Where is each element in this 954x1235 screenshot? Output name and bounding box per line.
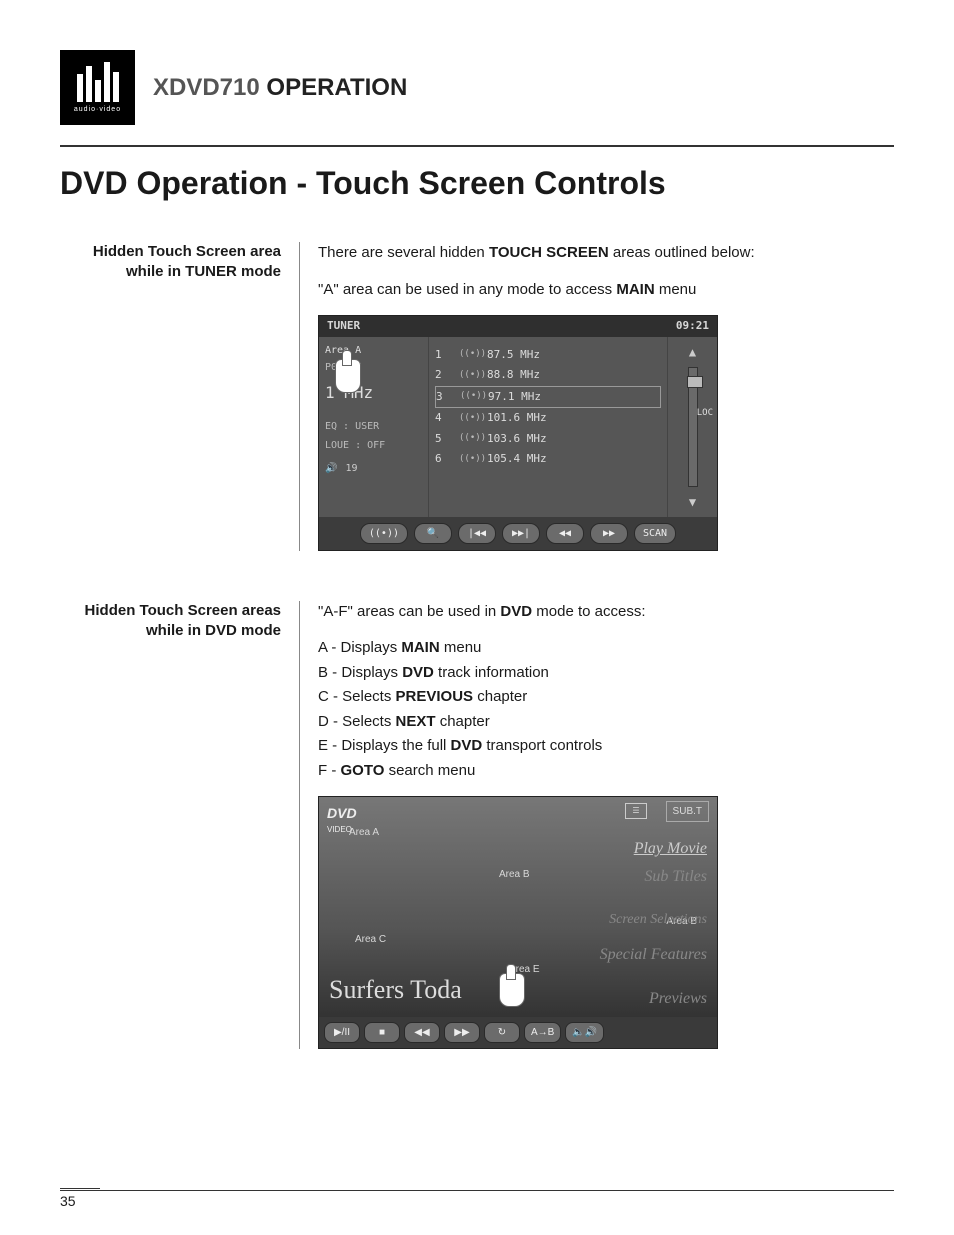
slider-track[interactable] (688, 367, 698, 487)
model-number: XDVD710 (153, 74, 260, 101)
section2-label: Hidden Touch Screen areas while in DVD m… (60, 601, 300, 1050)
section1-left-line2: while in TUNER mode (60, 262, 281, 282)
dvd-body: DVD VIDEO ☰ SUB.T Area A Area B Area B A… (319, 797, 717, 1017)
preset-row[interactable]: 5((•))103.6 MHz (435, 429, 661, 450)
dvd-screenshot: DVD VIDEO ☰ SUB.T Area A Area B Area B A… (318, 796, 718, 1049)
preset-row[interactable]: 4((•))101.6 MHz (435, 408, 661, 429)
menu-play-movie[interactable]: Play Movie (634, 837, 707, 861)
menu-scene-selections[interactable]: Screen Selections (609, 909, 707, 930)
next-track-button[interactable]: ▶▶| (502, 523, 540, 544)
tuner-preset-list: 1((•))87.5 MHz 2((•))88.8 MHz 3((•))97.1… (429, 337, 667, 517)
page-number: 35 (60, 1188, 100, 1209)
dvd-transport-bar: ▶/II ■ ◀◀ ▶▶ ↻ A→B 🔈🔊 (319, 1017, 717, 1048)
prev-track-button[interactable]: |◀◀ (458, 523, 496, 544)
volume-value: 19 (345, 461, 357, 476)
area-a-label: Area A (349, 825, 379, 840)
tuner-left-panel: Area A P03 ST 1 MHz EQ : USER LOUE : OFF… (319, 337, 429, 517)
section2-left-line2: while in DVD mode (60, 621, 281, 641)
tuner-screenshot: TUNER 09:21 Area A P03 ST 1 MHz EQ : USE… (318, 315, 718, 551)
area-def-row: F - GOTO search menu (318, 760, 894, 783)
preset-row[interactable]: 1((•))87.5 MHz (435, 345, 661, 366)
arrow-down-icon[interactable]: ▼ (689, 493, 696, 511)
tuner-topbar: TUNER 09:21 (319, 316, 717, 337)
area-a-label: Area A (325, 343, 422, 358)
menu-special-features[interactable]: Special Features (600, 943, 707, 967)
tuner-clock: 09:21 (676, 318, 709, 335)
brand-logo: audio·video (60, 50, 135, 125)
preset-row[interactable]: 2((•))88.8 MHz (435, 365, 661, 386)
page-title: DVD Operation - Touch Screen Controls (60, 165, 894, 202)
search-button[interactable]: 🔍 (414, 523, 452, 544)
ab-repeat-button[interactable]: A→B (524, 1022, 561, 1043)
section-tuner: Hidden Touch Screen area while in TUNER … (60, 242, 894, 551)
stop-button[interactable]: ■ (364, 1022, 400, 1043)
area-def-row: E - Displays the full DVD transport cont… (318, 735, 894, 758)
repeat-button[interactable]: ↻ (484, 1022, 520, 1043)
hand-pointer-icon (335, 359, 361, 393)
section1-line2: "A" area can be used in any mode to acce… (318, 279, 894, 302)
tuner-mode-label: TUNER (327, 318, 360, 335)
section2-body: "A-F" areas can be used in DVD mode to a… (300, 601, 894, 1050)
section1-label: Hidden Touch Screen area while in TUNER … (60, 242, 300, 551)
menu-previews[interactable]: Previews (649, 987, 707, 1011)
area-def-row: D - Selects NEXT chapter (318, 711, 894, 734)
section2-left-line1: Hidden Touch Screen areas (60, 601, 281, 621)
tuner-bottom-bar: ((•)) 🔍 |◀◀ ▶▶| ◀◀ ▶▶ SCAN (319, 517, 717, 550)
menu-sub-titles[interactable]: Sub Titles (644, 865, 707, 889)
speaker-icon: 🔊 (325, 461, 337, 476)
area-c-label: Area C (355, 932, 386, 947)
section2-intro: "A-F" areas can be used in DVD mode to a… (318, 601, 894, 624)
tuner-scrollbar[interactable]: ▲ ▼ LOC (667, 337, 717, 517)
scan-button[interactable]: SCAN (634, 523, 676, 544)
preset-row[interactable]: 3((•))97.1 MHz (435, 386, 661, 409)
section1-intro: There are several hidden TOUCH SCREEN ar… (318, 242, 894, 265)
arrow-up-icon[interactable]: ▲ (689, 343, 696, 361)
loc-label: LOC (697, 407, 713, 421)
header-title: XDVD710 OPERATION (153, 74, 407, 102)
preset-row[interactable]: 6((•))105.4 MHz (435, 449, 661, 470)
forward-button[interactable]: ▶▶ (444, 1022, 480, 1043)
header-operation: OPERATION (266, 74, 407, 101)
section1-body: There are several hidden TOUCH SCREEN ar… (300, 242, 894, 551)
header: audio·video XDVD710 OPERATION (60, 50, 894, 125)
rewind-button[interactable]: ◀◀ (404, 1022, 440, 1043)
tuner-volume: 🔊 19 (325, 461, 422, 476)
logo-bars (77, 62, 119, 102)
broadcast-button[interactable]: ((•)) (360, 523, 408, 544)
rewind-button[interactable]: ◀◀ (546, 523, 584, 544)
audio-button[interactable]: 🔈🔊 (565, 1022, 604, 1043)
area-definitions: A - Displays MAIN menuB - Displays DVD t… (318, 637, 894, 782)
area-def-row: C - Selects PREVIOUS chapter (318, 686, 894, 709)
forward-button[interactable]: ▶▶ (590, 523, 628, 544)
subtitle-button[interactable]: SUB.T (666, 801, 709, 822)
area-b-label: Area B (499, 867, 530, 882)
area-def-row: A - Displays MAIN menu (318, 637, 894, 660)
section-dvd: Hidden Touch Screen areas while in DVD m… (60, 601, 894, 1050)
area-def-row: B - Displays DVD track information (318, 662, 894, 685)
tuner-eq: EQ : USER (325, 419, 422, 434)
header-divider (60, 145, 894, 147)
section1-left-line1: Hidden Touch Screen area (60, 242, 281, 262)
tuner-loud: LOUE : OFF (325, 438, 422, 453)
play-pause-button[interactable]: ▶/II (324, 1022, 360, 1043)
logo-subtext: audio·video (74, 106, 121, 113)
footer-rule (60, 1190, 894, 1191)
dvd-title-overlay: Surfers Toda (329, 970, 462, 1009)
hand-pointer-icon (499, 973, 525, 1007)
tuner-body: Area A P03 ST 1 MHz EQ : USER LOUE : OFF… (319, 337, 717, 517)
caption-icon[interactable]: ☰ (625, 803, 647, 819)
